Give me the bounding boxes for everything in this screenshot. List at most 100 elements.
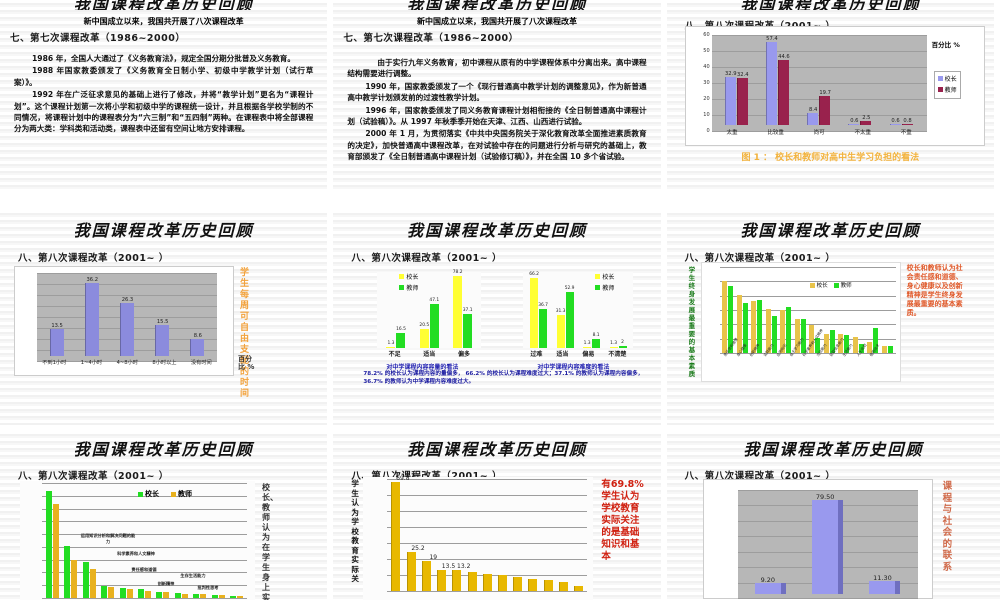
bar[interactable] — [809, 325, 815, 353]
bar[interactable]: 37.1 — [463, 308, 473, 348]
bar[interactable] — [181, 593, 188, 598]
bar[interactable] — [482, 574, 492, 591]
bar-group[interactable] — [119, 483, 133, 598]
bar-group[interactable]: 69.8 — [391, 476, 410, 591]
bar[interactable] — [728, 286, 734, 353]
bar[interactable]: 26.3 — [119, 297, 134, 356]
bar-group[interactable]: 1.3 8.1 — [583, 272, 601, 348]
bar[interactable]: 78.2 — [453, 270, 463, 348]
bar[interactable]: 8.6 — [190, 333, 205, 356]
bar[interactable] — [771, 315, 777, 353]
bar[interactable]: 13.5 — [49, 323, 64, 356]
bar[interactable]: 19.7 — [819, 90, 831, 125]
bar-group[interactable] — [211, 483, 225, 598]
slide-8[interactable]: 我国课程改革历史回顾 八、第八次课程改革（2001~ ） 学生认为学校教育实际关… — [333, 431, 667, 600]
slide-6[interactable]: 我国课程改革历史回顾 八、第八次课程改革（2001~ ） 学生终身发展最重要的基… — [666, 210, 1000, 425]
bar-group[interactable]: 8.6 — [190, 273, 205, 356]
bar-group[interactable]: 79.50 — [812, 490, 844, 594]
bar-group[interactable] — [574, 479, 584, 591]
chart-content-difficulty[interactable]: 66.2 36.7 31.3 52.9 1.3 8.1 1.3 2 过难 适当 偏易 不清楚 校长教… — [503, 270, 643, 371]
bar[interactable] — [200, 594, 207, 598]
bar-group[interactable]: 9.20 — [754, 490, 786, 594]
bar[interactable] — [156, 591, 163, 598]
bar[interactable] — [858, 344, 864, 353]
bar-group[interactable] — [467, 479, 477, 591]
bar[interactable] — [574, 585, 584, 591]
bar-group[interactable]: 1.3 2 — [609, 272, 627, 348]
bar[interactable]: 0.6 — [848, 118, 860, 125]
bar[interactable] — [558, 581, 568, 591]
bar-group[interactable] — [736, 267, 748, 353]
slide-9[interactable]: 我国课程改革历史回顾 八、第八次课程改革（2001~ ） 9.20 79.50 11… — [666, 431, 1000, 600]
bar[interactable] — [144, 590, 151, 598]
bar[interactable] — [237, 595, 244, 598]
bar-group[interactable]: 66.2 36.7 — [529, 272, 548, 348]
bar[interactable]: 36.2 — [84, 277, 99, 356]
bar[interactable] — [82, 561, 89, 598]
bar[interactable] — [193, 594, 200, 598]
chart-curriculum-society[interactable]: 9.20 79.50 11.30 — [702, 479, 933, 599]
bar-group[interactable] — [765, 267, 777, 353]
chart-lifelong[interactable]: 校长 教师 责任感和道德 身心健康 创新精神 实践能力 应用知识 自主学习能力 科学素养和人文… — [700, 262, 901, 382]
bar[interactable]: 1.3 — [386, 341, 396, 348]
bar[interactable]: 2 — [618, 340, 627, 348]
bar-group[interactable] — [722, 267, 734, 353]
chart-burden[interactable]: 32.9 32.4 57.4 44.6 8.4 19.7 0.6 2.5 0.6 0.8 太重 比较… — [684, 26, 985, 146]
slide-3[interactable]: 我国课程改革历史回顾 八、第八次课程改革（2001~ ） 32.932.457.… — [666, 0, 1000, 192]
slide-2[interactable]: 我国课程改革历史回顾 新中国成立以来，我国共开展了八次课程改革 七、第七次课程改… — [333, 0, 667, 192]
bar[interactable] — [765, 308, 771, 353]
bar[interactable] — [108, 586, 115, 598]
bar[interactable]: 20.5 — [419, 323, 429, 348]
bar[interactable] — [800, 318, 806, 353]
bar[interactable]: 47.1 — [429, 298, 439, 348]
bar[interactable] — [852, 336, 858, 353]
bar[interactable]: 1.3 — [583, 341, 592, 348]
bar[interactable]: 13.2 — [452, 564, 470, 591]
bar-group[interactable] — [823, 267, 835, 353]
bar[interactable] — [794, 319, 800, 353]
bar[interactable] — [528, 579, 538, 591]
bar[interactable] — [230, 595, 237, 598]
bar-group[interactable]: 13.5 — [49, 273, 64, 356]
bar[interactable]: 79.50 — [812, 494, 844, 594]
bar[interactable] — [218, 595, 225, 598]
bar-group[interactable] — [174, 483, 188, 598]
bar[interactable] — [887, 345, 893, 353]
bar[interactable]: 44.6 — [777, 54, 790, 125]
bar-group[interactable] — [794, 267, 806, 353]
bar-group[interactable]: 1.3 16.5 — [386, 272, 406, 348]
bar[interactable] — [823, 333, 829, 353]
bar-group[interactable] — [230, 483, 244, 598]
bar-group[interactable] — [780, 267, 792, 353]
bar-group[interactable]: 13.5 — [437, 479, 455, 591]
bar-group[interactable]: 57.4 44.6 — [765, 35, 790, 125]
bar[interactable]: 32.4 — [736, 72, 749, 125]
bar[interactable]: 15.5 — [155, 319, 170, 356]
bar-group[interactable]: 11.30 — [869, 490, 901, 594]
bar-group[interactable]: 78.2 37.1 — [453, 270, 473, 348]
bar[interactable] — [71, 559, 78, 598]
bar[interactable] — [211, 594, 218, 598]
bar[interactable] — [742, 302, 748, 353]
bar[interactable] — [467, 572, 477, 591]
bar-group[interactable]: 13.2 — [452, 479, 470, 591]
bar[interactable]: 57.4 — [765, 36, 778, 125]
bar[interactable]: 8.1 — [592, 333, 601, 348]
chart-actual-focus-teachers[interactable]: 校长 教师 运用知识分析和解决问题的能力 科学素养和人文精神 责任感和道德 生存生活能力… — [20, 481, 255, 600]
bar[interactable] — [137, 588, 144, 598]
chart-content-volume[interactable]: 1.3 16.5 20.5 47.1 78.2 37.1 不足 适当 偏多 校长 教师 对中学课… — [357, 270, 487, 371]
bar[interactable]: 13.5 — [437, 564, 455, 591]
bar-group[interactable]: 25.2 — [406, 479, 425, 591]
bar[interactable] — [815, 337, 821, 353]
bar[interactable] — [52, 504, 59, 598]
bar[interactable]: 16.5 — [396, 327, 406, 348]
bar[interactable]: 8.4 — [807, 107, 819, 125]
bar-group[interactable]: 26.3 — [119, 273, 134, 356]
bar-group[interactable]: 32.9 32.4 — [724, 35, 749, 125]
bar[interactable] — [722, 280, 728, 353]
bar[interactable]: 69.8 — [391, 476, 410, 591]
bar-group[interactable] — [137, 483, 151, 598]
bar[interactable]: 36.7 — [538, 303, 548, 348]
bar-group[interactable]: 36.2 — [84, 273, 99, 356]
bar[interactable]: 31.3 — [556, 309, 565, 348]
